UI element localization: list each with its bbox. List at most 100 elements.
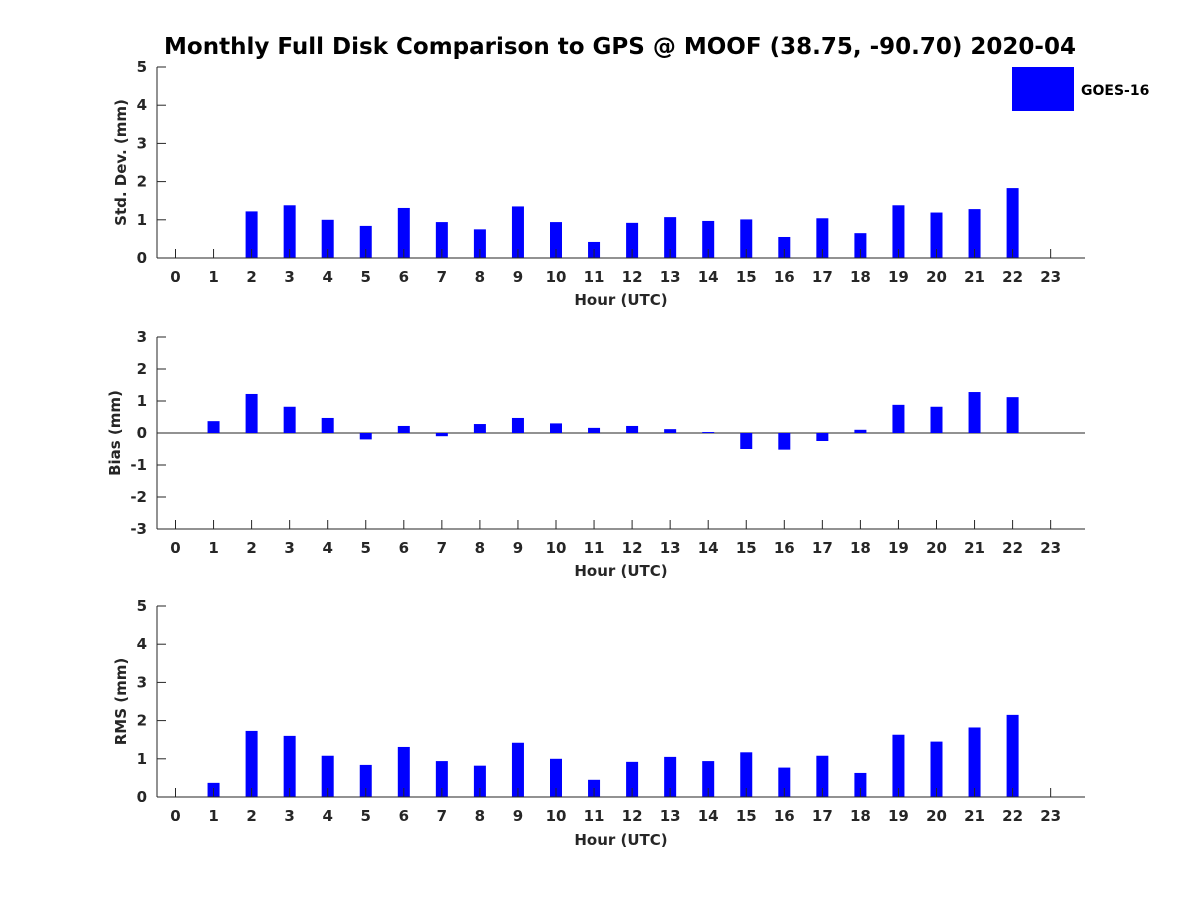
- x-tick-label: 15: [736, 539, 757, 557]
- x-tick-label: 13: [660, 539, 681, 557]
- x-tick-label: 0: [170, 268, 180, 286]
- x-tick-label: 17: [812, 807, 833, 825]
- x-tick-label: 2: [246, 268, 256, 286]
- y-tick-label: 1: [137, 392, 147, 410]
- bar-hour-4: [321, 417, 334, 433]
- bar-hour-15: [740, 433, 753, 449]
- x-tick-label: 10: [546, 268, 567, 286]
- bar-hour-10: [550, 222, 562, 258]
- x-tick-label: 21: [964, 268, 985, 286]
- x-tick-label: 8: [475, 539, 485, 557]
- x-tick-label: 8: [475, 807, 485, 825]
- bar-hour-9: [511, 742, 524, 797]
- x-tick-label: 5: [361, 268, 371, 286]
- x-tick-label: 2: [246, 539, 256, 557]
- x-tick-label: 18: [850, 807, 871, 825]
- bar-hour-22: [1006, 714, 1019, 797]
- x-tick-label: 20: [926, 807, 947, 825]
- legend-label: GOES-16: [1081, 83, 1149, 99]
- y-tick-label: -1: [130, 456, 147, 474]
- bar-hour-19: [892, 734, 905, 797]
- x-tick-label: 0: [170, 539, 180, 557]
- y-tick-label: 0: [137, 424, 147, 442]
- legend-swatch: [1012, 67, 1074, 111]
- x-tick-label: 9: [513, 539, 523, 557]
- y-tick-label: 1: [137, 750, 147, 768]
- bar-hour-14: [702, 432, 715, 434]
- x-tick-label: 8: [475, 268, 485, 286]
- x-tick-label: 2: [246, 807, 256, 825]
- bar-hour-20: [930, 406, 943, 433]
- y-tick-label: 2: [137, 360, 147, 378]
- x-axis-label: Hour (UTC): [574, 831, 667, 849]
- bar-hour-10: [550, 758, 562, 797]
- bar-hour-17: [816, 218, 829, 258]
- bar-hour-12: [626, 222, 639, 258]
- x-tick-label: 16: [774, 268, 795, 286]
- bar-hour-6: [397, 746, 410, 797]
- x-tick-label: 7: [437, 268, 447, 286]
- bar-hour-5: [359, 433, 372, 440]
- bar-hour-8: [473, 765, 486, 797]
- y-tick-label: 0: [137, 788, 147, 806]
- bar-hour-18: [854, 233, 867, 258]
- x-tick-label: 23: [1040, 268, 1061, 286]
- y-tick-label: 3: [137, 134, 147, 152]
- x-tick-label: 1: [208, 807, 218, 825]
- x-tick-label: 22: [1002, 268, 1023, 286]
- x-tick-label: 9: [513, 268, 523, 286]
- bar-hour-22: [1006, 188, 1019, 258]
- x-tick-label: 5: [361, 807, 371, 825]
- bar-hour-8: [473, 424, 486, 433]
- bar-hour-7: [435, 433, 448, 437]
- x-tick-label: 1: [208, 539, 218, 557]
- x-tick-label: 10: [546, 807, 567, 825]
- bar-hour-14: [702, 220, 715, 258]
- bar-hour-19: [892, 205, 905, 258]
- bar-hour-7: [435, 761, 448, 797]
- x-tick-label: 7: [437, 807, 447, 825]
- y-tick-label: 1: [137, 211, 147, 229]
- bar-hour-19: [892, 404, 905, 433]
- y-tick-label: 5: [137, 597, 147, 615]
- bar-hour-12: [626, 761, 639, 797]
- x-tick-label: 7: [437, 539, 447, 557]
- bar-hour-3: [283, 205, 296, 258]
- bar-hour-16: [778, 433, 791, 450]
- x-tick-label: 6: [399, 539, 409, 557]
- chart-title: Monthly Full Disk Comparison to GPS @ MO…: [164, 34, 1076, 60]
- x-tick-label: 3: [284, 268, 294, 286]
- x-tick-label: 18: [850, 539, 871, 557]
- x-tick-label: 16: [774, 807, 795, 825]
- y-tick-label: -3: [130, 520, 147, 538]
- bar-hour-4: [321, 755, 334, 797]
- x-tick-label: 13: [660, 807, 681, 825]
- x-tick-label: 21: [964, 807, 985, 825]
- x-tick-label: 19: [888, 268, 909, 286]
- bar-hour-21: [968, 392, 981, 433]
- y-axis-label: Bias (mm): [106, 390, 124, 476]
- bar-hour-10: [550, 423, 562, 433]
- y-tick-label: 0: [137, 249, 147, 267]
- bar-hour-20: [930, 212, 943, 258]
- x-tick-label: 20: [926, 268, 947, 286]
- x-tick-label: 4: [322, 807, 332, 825]
- x-tick-label: 14: [698, 807, 719, 825]
- y-tick-label: 3: [137, 328, 147, 346]
- bar-hour-16: [778, 767, 791, 797]
- x-tick-label: 1: [208, 268, 218, 286]
- x-tick-label: 11: [584, 539, 605, 557]
- x-tick-label: 15: [736, 268, 757, 286]
- x-tick-label: 21: [964, 539, 985, 557]
- y-axis-label: Std. Dev. (mm): [112, 99, 130, 226]
- x-tick-label: 20: [926, 539, 947, 557]
- bar-hour-3: [283, 406, 296, 433]
- bar-hour-9: [511, 417, 524, 433]
- bar-hour-21: [968, 209, 981, 258]
- bar-hour-15: [740, 752, 753, 797]
- x-tick-label: 10: [546, 539, 567, 557]
- bar-hour-20: [930, 741, 943, 797]
